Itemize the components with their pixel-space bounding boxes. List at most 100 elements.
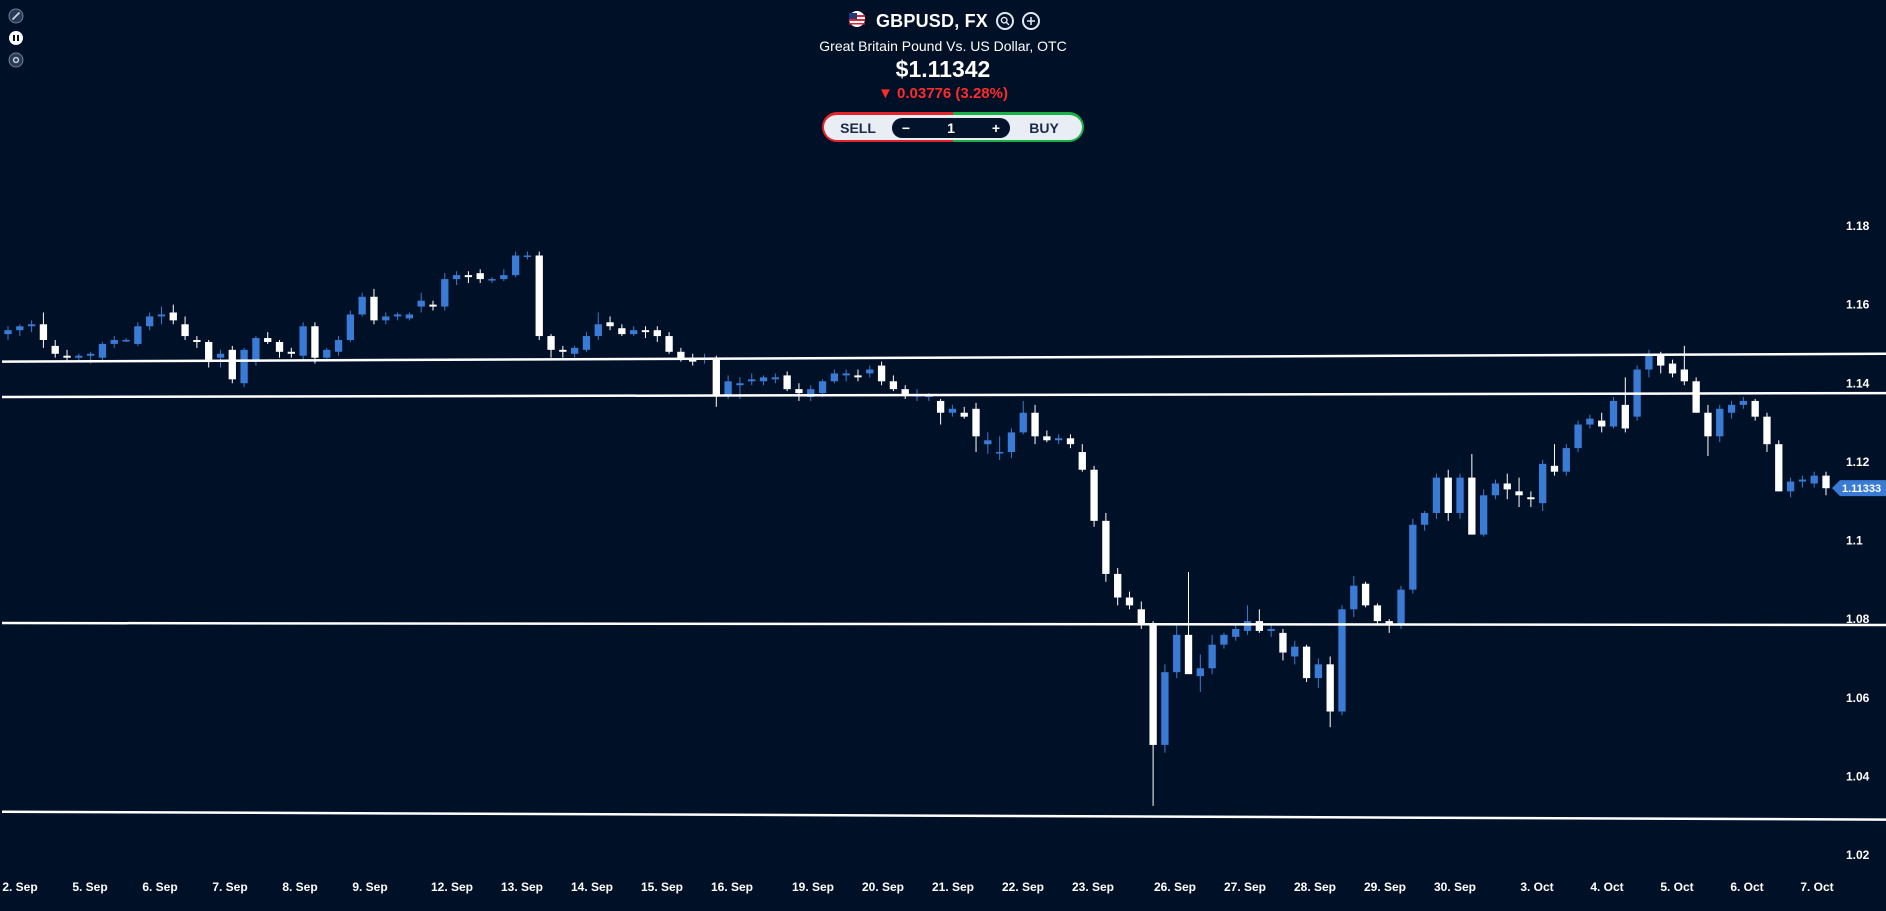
- candle: [1255, 609, 1264, 633]
- candle: [1822, 471, 1830, 496]
- candle-body: [1420, 512, 1429, 525]
- candle-body: [1007, 432, 1016, 453]
- candle-body: [1184, 634, 1193, 675]
- candle-body: [205, 341, 213, 360]
- candle-body: [1055, 438, 1063, 441]
- candle-body: [1102, 520, 1110, 574]
- horizontal-line[interactable]: [1, 352, 1886, 363]
- candle: [1302, 644, 1311, 683]
- candle: [1314, 658, 1323, 688]
- buy-button[interactable]: BUY: [1029, 119, 1059, 136]
- candle-body: [393, 314, 402, 317]
- candle: [901, 385, 909, 399]
- candle-body: [1291, 646, 1299, 657]
- candle-body: [110, 340, 118, 344]
- x-axis: 2. Sep 5. Sep 6. Sep 7. Sep 8. Sep 9. Sep 12. …: [2, 880, 1833, 894]
- y-axis: 1.18 1.16 1.14 1.12 1.1 1.08 1.06 1.04 1.02: [1846, 219, 1870, 862]
- x-tick-label: 9. Sep: [352, 880, 387, 894]
- candle: [205, 340, 213, 368]
- x-tick-label: 6. Oct: [1730, 880, 1763, 894]
- candle: [1515, 477, 1523, 508]
- horizontal-line[interactable]: [1, 810, 1886, 821]
- candle: [1775, 440, 1783, 492]
- candle-body: [1751, 400, 1759, 417]
- candle-body: [748, 379, 756, 382]
- candle: [429, 300, 437, 311]
- candle-body: [1397, 589, 1405, 626]
- layers-icon[interactable]: [8, 30, 24, 46]
- candle: [877, 361, 886, 386]
- x-tick-label: 29. Sep: [1364, 880, 1406, 894]
- candle: [1621, 377, 1629, 433]
- x-tick-label: 4. Oct: [1590, 880, 1623, 894]
- candle-body: [736, 383, 744, 386]
- candle: [995, 436, 1004, 460]
- candle-body: [1822, 475, 1830, 489]
- draw-tool-icon[interactable]: [8, 8, 24, 24]
- candle: [1798, 475, 1807, 488]
- increase-quantity-button[interactable]: +: [991, 119, 1001, 136]
- candle-body: [866, 369, 874, 374]
- decrease-quantity-button[interactable]: −: [901, 119, 911, 136]
- candlestick-series: [4, 251, 1830, 806]
- search-icon[interactable]: [996, 12, 1014, 30]
- support-resistance-lines[interactable]: [1, 352, 1886, 821]
- candle-body: [311, 326, 319, 358]
- candle-body: [1574, 424, 1582, 449]
- candle: [936, 398, 945, 425]
- candle-body: [228, 349, 236, 380]
- y-tick-label: 1.02: [1846, 848, 1870, 862]
- x-tick-label: 19. Sep: [792, 880, 834, 894]
- candle-body: [181, 324, 189, 337]
- candle: [122, 338, 130, 342]
- candle-body: [641, 330, 650, 333]
- candle-body: [122, 340, 130, 342]
- candle: [1208, 634, 1216, 675]
- horizontal-line[interactable]: [1, 621, 1886, 627]
- candle-body: [1243, 621, 1252, 631]
- candle-body: [1220, 634, 1228, 645]
- sell-button[interactable]: SELL: [840, 119, 876, 136]
- candle: [1668, 359, 1677, 378]
- x-tick-label: 20. Sep: [862, 880, 904, 894]
- candle: [960, 406, 968, 419]
- candle: [1243, 605, 1252, 635]
- quantity-value[interactable]: 1: [947, 119, 955, 136]
- settings-icon[interactable]: [8, 52, 24, 68]
- candle: [1763, 412, 1771, 453]
- candle: [1810, 471, 1818, 488]
- candle-body: [346, 314, 355, 341]
- candle-body: [1562, 448, 1570, 472]
- x-tick-label: 7. Oct: [1800, 880, 1833, 894]
- horizontal-line[interactable]: [1, 391, 1886, 399]
- candle-body: [75, 355, 83, 358]
- candle: [1456, 473, 1464, 519]
- y-tick-label: 1.12: [1846, 455, 1870, 469]
- price-change: ▼ 0.03776 (3.28%): [878, 85, 1008, 102]
- candle-body: [1810, 475, 1818, 484]
- candle: [842, 369, 850, 382]
- plus-circle-icon[interactable]: [1022, 12, 1040, 30]
- candle: [570, 345, 579, 358]
- candle-body: [1680, 369, 1688, 382]
- candle-body: [1775, 444, 1783, 492]
- candle-body: [358, 296, 366, 315]
- candle-body: [1279, 632, 1287, 653]
- candle-body: [783, 375, 791, 390]
- candle: [1173, 623, 1181, 679]
- candle-body: [1031, 412, 1039, 437]
- candle: [1586, 414, 1594, 429]
- us-uk-flag-icon: [846, 10, 868, 32]
- candle-body: [1114, 573, 1122, 598]
- candle: [783, 371, 791, 392]
- y-tick-label: 1.08: [1846, 612, 1870, 626]
- candle: [27, 320, 36, 333]
- candle: [63, 349, 71, 362]
- trade-panel: SELL − 1 + BUY: [822, 112, 1084, 142]
- candle-body: [1609, 400, 1618, 427]
- x-tick-label: 6. Sep: [142, 880, 177, 894]
- candle: [464, 271, 473, 284]
- candle-body: [193, 340, 201, 342]
- candle-body: [984, 440, 992, 445]
